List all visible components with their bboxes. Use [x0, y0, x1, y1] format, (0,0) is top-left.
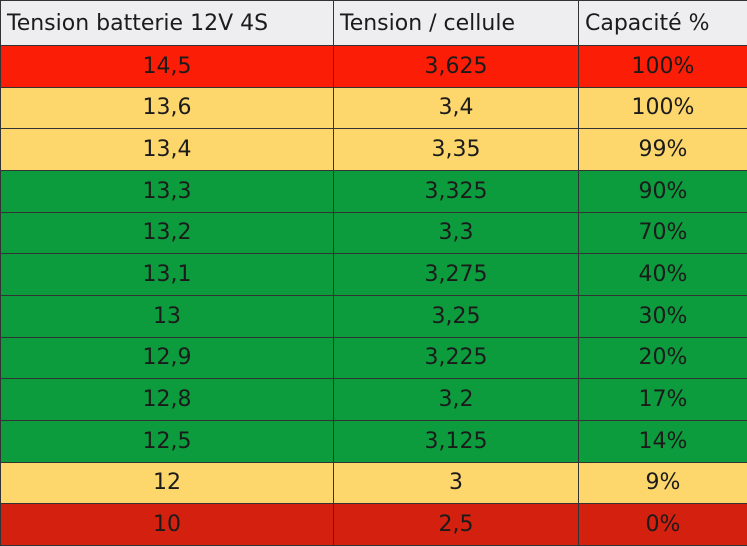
- table-cell: 12,8: [0, 378, 334, 421]
- table-cell: 9%: [578, 461, 747, 505]
- table-header: Tension batterie 12V 4S Tension / cellule…: [0, 0, 747, 46]
- table-row: 12,5 3,125 14%: [0, 419, 747, 463]
- table-cell: 3,125: [333, 419, 579, 463]
- table-cell: 3,2: [333, 378, 579, 421]
- header-cell: Capacité %: [578, 0, 747, 46]
- table-cell: 3,225: [333, 336, 579, 380]
- table-cell: 90%: [578, 169, 747, 213]
- table-cell: 20%: [578, 336, 747, 380]
- table-row: 13,4 3,35 99%: [0, 128, 747, 171]
- table-cell: 100%: [578, 45, 747, 88]
- table-cell: 13,4: [0, 128, 334, 171]
- table-cell: 13,3: [0, 169, 334, 213]
- table-cell: 3,3: [333, 211, 579, 255]
- table-cell: 10: [0, 503, 334, 546]
- table-row: 13,3 3,325 90%: [0, 169, 747, 213]
- table-cell: 3,4: [333, 86, 579, 130]
- table-row: 12,9 3,225 20%: [0, 336, 747, 380]
- table-cell: 12,9: [0, 336, 334, 380]
- table-body: 14,5 3,625 100% 13,6 3,4 100% 13,4 3,35 99% 13,3 3…: [0, 45, 747, 546]
- table-row: 14,5 3,625 100%: [0, 45, 747, 88]
- header-row: Tension batterie 12V 4S Tension / cellule…: [0, 0, 747, 46]
- table-cell: 17%: [578, 378, 747, 421]
- table-cell: 3,35: [333, 128, 579, 171]
- table-cell: 2,5: [333, 503, 579, 546]
- table-cell: 3,325: [333, 169, 579, 213]
- table-cell: 14,5: [0, 45, 334, 88]
- table-cell: 12: [0, 461, 334, 505]
- table-cell: 3,625: [333, 45, 579, 88]
- table-cell: 3: [333, 461, 579, 505]
- table-cell: 13,1: [0, 253, 334, 296]
- table-cell: 13,6: [0, 86, 334, 130]
- table-cell: 12,5: [0, 419, 334, 463]
- table-cell: 100%: [578, 86, 747, 130]
- table-row: 13 3,25 30%: [0, 294, 747, 338]
- table-row: 12,8 3,2 17%: [0, 378, 747, 421]
- table-cell: 40%: [578, 253, 747, 296]
- header-cell: Tension batterie 12V 4S: [0, 0, 334, 46]
- table-cell: 3,275: [333, 253, 579, 296]
- table-cell: 13: [0, 294, 334, 338]
- table-cell: 14%: [578, 419, 747, 463]
- table-cell: 99%: [578, 128, 747, 171]
- table-cell: 3,25: [333, 294, 579, 338]
- table-cell: 0%: [578, 503, 747, 546]
- table-cell: 13,2: [0, 211, 334, 255]
- table-row: 10 2,5 0%: [0, 503, 747, 546]
- table-cell: 30%: [578, 294, 747, 338]
- table-row: 13,2 3,3 70%: [0, 211, 747, 255]
- table-row: 13,1 3,275 40%: [0, 253, 747, 296]
- table-row: 12 3 9%: [0, 461, 747, 505]
- table-row: 13,6 3,4 100%: [0, 86, 747, 130]
- header-cell: Tension / cellule: [333, 0, 579, 46]
- table-cell: 70%: [578, 211, 747, 255]
